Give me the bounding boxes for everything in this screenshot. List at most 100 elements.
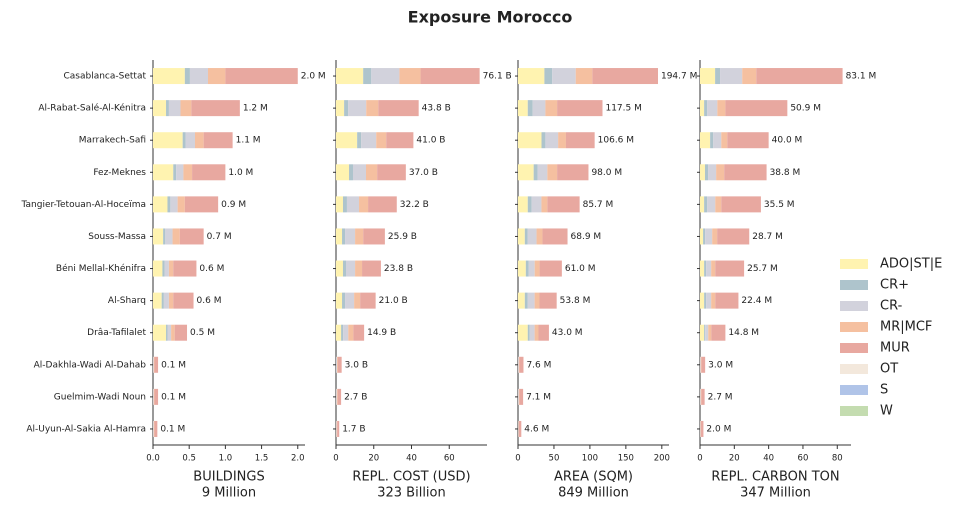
x-tick-label: 0.0 [146,454,160,464]
value-label: 98.0 M [591,168,622,178]
value-label: 37.0 B [409,168,438,178]
value-label: 23.8 B [384,264,413,274]
value-label: 21.0 B [379,296,408,306]
bar-segment [355,228,364,245]
value-label: 7.1 M [526,392,551,402]
bar-segment [336,260,343,277]
value-label: 1.2 M [243,104,268,114]
value-label: 14.8 M [728,328,759,338]
bar-segment [345,292,355,309]
bar-segment [704,164,709,181]
bar-segment [168,100,181,117]
bar-segment [552,68,576,85]
bar-segment [352,164,367,181]
value-label: 0.1 M [160,424,185,434]
bar-segment [700,164,705,181]
bar-segment [704,100,708,117]
bar-segment [180,100,192,117]
bar-segment [163,292,169,309]
value-label: 0.6 M [197,296,222,306]
bar-segment [166,324,168,341]
value-label: 41.0 B [416,136,445,146]
value-label: 53.8 M [560,296,591,306]
bar-segment [536,228,543,245]
bar-segment [519,356,524,373]
value-label: 2.0 M [706,424,731,434]
bar-segment [182,132,186,149]
y-tick-label: Al-Uyun-Al-Sakia Al-Hamra [26,424,146,434]
bar-segment [715,68,721,85]
bar-segment [716,164,725,181]
bar-segment [701,356,706,373]
bar-segment [153,388,154,405]
bar-segment [518,420,522,437]
legend-swatch [840,301,868,311]
bar-segment [336,228,343,245]
bar-segment [575,68,593,85]
bar-segment [203,132,233,149]
x-tick-label: 80 [832,454,843,464]
bar-segment [345,228,356,245]
value-label: 2.0 M [301,72,326,82]
bar-segment [710,132,714,149]
bar-segment [346,260,356,277]
value-label: 25.7 M [747,264,778,274]
bar-segment [366,164,378,181]
bar-segment [545,100,558,117]
value-label: 2.7 B [344,392,367,402]
bar-segment [706,292,712,309]
value-label: 1.1 M [236,136,261,146]
bar-segment [565,132,595,149]
bar-segment [337,356,342,373]
x-axis-total: 849 Million [558,486,629,501]
bar-segment [366,100,379,117]
bar-segment [518,68,545,85]
value-label: 0.7 M [207,232,232,242]
bar-segment [518,100,528,117]
bar-segment [547,164,558,181]
bar-segment [545,132,559,149]
value-label: 35.5 M [764,200,795,210]
value-label: 25.9 B [388,232,417,242]
bar-segment [179,228,204,245]
bar-segment [721,196,761,213]
bar-segment [701,388,705,405]
bar-segment [711,260,716,277]
bar-segment [336,420,337,437]
bar-segment [518,356,519,373]
bar-segment [377,164,406,181]
bar-segment [708,164,717,181]
bar-segment [518,356,520,373]
bar-segment [544,68,553,85]
bar-segment [341,324,344,341]
bar-segment [153,164,174,181]
bar-segment [700,100,705,117]
x-axis-total: 323 Billion [377,486,446,501]
bar-segment [700,292,705,309]
bar-segment [700,324,705,341]
bar-segment [153,132,183,149]
bar-segment [725,100,788,117]
bar-segment [524,292,528,309]
value-label: 3.0 B [345,360,368,370]
bar-segment [720,68,743,85]
legend-label: ADO|ST|E [880,257,942,272]
bar-segment [531,196,542,213]
bar-segment [539,260,562,277]
y-tick-label: Marrakech-Safi [79,136,146,146]
value-label: 7.6 M [526,360,551,370]
bar-segment [343,324,349,341]
x-tick-label: 1.5 [255,454,269,464]
bar-segment [225,68,298,85]
value-label: 50.9 M [790,104,821,114]
value-label: 28.7 M [752,232,783,242]
bar-segment [153,68,185,85]
value-label: 4.6 M [524,424,549,434]
value-label: 22.4 M [741,296,772,306]
bar-segment [527,228,537,245]
bar-segment [208,68,226,85]
x-tick-label: 0 [697,454,702,464]
bar-segment [715,260,745,277]
x-tick-label: 50 [549,454,560,464]
bar-segment [153,420,154,437]
